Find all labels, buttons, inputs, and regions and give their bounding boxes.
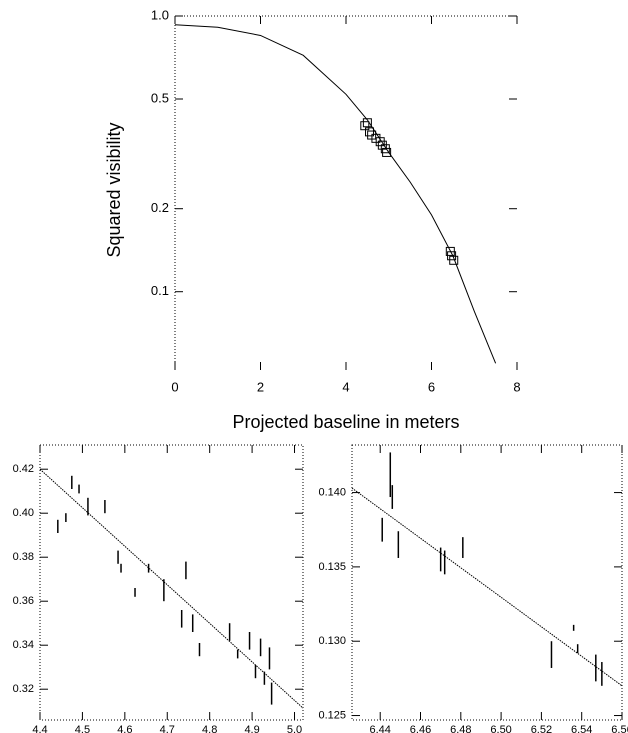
model-curve bbox=[174, 24, 497, 364]
y-tick-label: 0.125 bbox=[318, 709, 346, 721]
data-point bbox=[365, 127, 375, 137]
x-tick-label: 4.9 bbox=[244, 724, 259, 733]
frame bbox=[351, 444, 623, 721]
y-tick-label: 0.140 bbox=[318, 486, 346, 498]
x-tick-label: 8 bbox=[513, 379, 520, 394]
y-tick-label: 0.5 bbox=[151, 90, 169, 105]
x-tick-label: 4.5 bbox=[75, 724, 90, 733]
y-tick-label: 0.40 bbox=[13, 507, 34, 519]
frame bbox=[39, 444, 304, 721]
model-curve bbox=[351, 487, 623, 687]
y-tick-label: 0.2 bbox=[151, 200, 169, 215]
data-point bbox=[360, 121, 370, 131]
data-point bbox=[362, 118, 372, 128]
y-tick-label: 0.130 bbox=[318, 635, 346, 647]
x-tick-label: 2 bbox=[257, 379, 264, 394]
data-point bbox=[375, 137, 385, 147]
y-tick-label: 0.34 bbox=[13, 639, 34, 651]
y-tick-label: 0.1 bbox=[151, 283, 169, 298]
x-tick-label: 6.44 bbox=[369, 724, 390, 733]
y-axis-label: Squared visibility bbox=[104, 122, 124, 257]
y-tick-label: 0.32 bbox=[13, 683, 34, 695]
y-tick-label: 1.0 bbox=[151, 7, 169, 22]
y-tick-label: 0.36 bbox=[13, 595, 34, 607]
y-tick-label: 0.135 bbox=[318, 561, 346, 573]
x-tick-label: 6.50 bbox=[490, 724, 511, 733]
x-tick-label: 0 bbox=[171, 379, 178, 394]
x-tick-label: 5.0 bbox=[287, 724, 302, 733]
x-axis-label: Projected baseline in meters bbox=[232, 412, 459, 432]
data-point bbox=[382, 147, 392, 157]
x-tick-label: 4 bbox=[342, 379, 349, 394]
x-tick-label: 6 bbox=[428, 379, 435, 394]
x-tick-label: 6.46 bbox=[410, 724, 431, 733]
data-point bbox=[449, 255, 459, 265]
model-curve bbox=[39, 468, 304, 709]
y-tick-label: 0.38 bbox=[13, 551, 34, 563]
x-tick-label: 6.48 bbox=[450, 724, 471, 733]
x-tick-label: 6.56 bbox=[611, 724, 628, 733]
x-tick-label: 4.7 bbox=[160, 724, 175, 733]
x-tick-label: 4.4 bbox=[32, 724, 47, 733]
x-tick-label: 6.52 bbox=[531, 724, 552, 733]
x-tick-label: 4.8 bbox=[202, 724, 217, 733]
x-tick-label: 4.6 bbox=[117, 724, 132, 733]
y-tick-label: 0.42 bbox=[13, 463, 34, 475]
data-point bbox=[447, 251, 457, 261]
x-tick-label: 6.54 bbox=[571, 724, 592, 733]
